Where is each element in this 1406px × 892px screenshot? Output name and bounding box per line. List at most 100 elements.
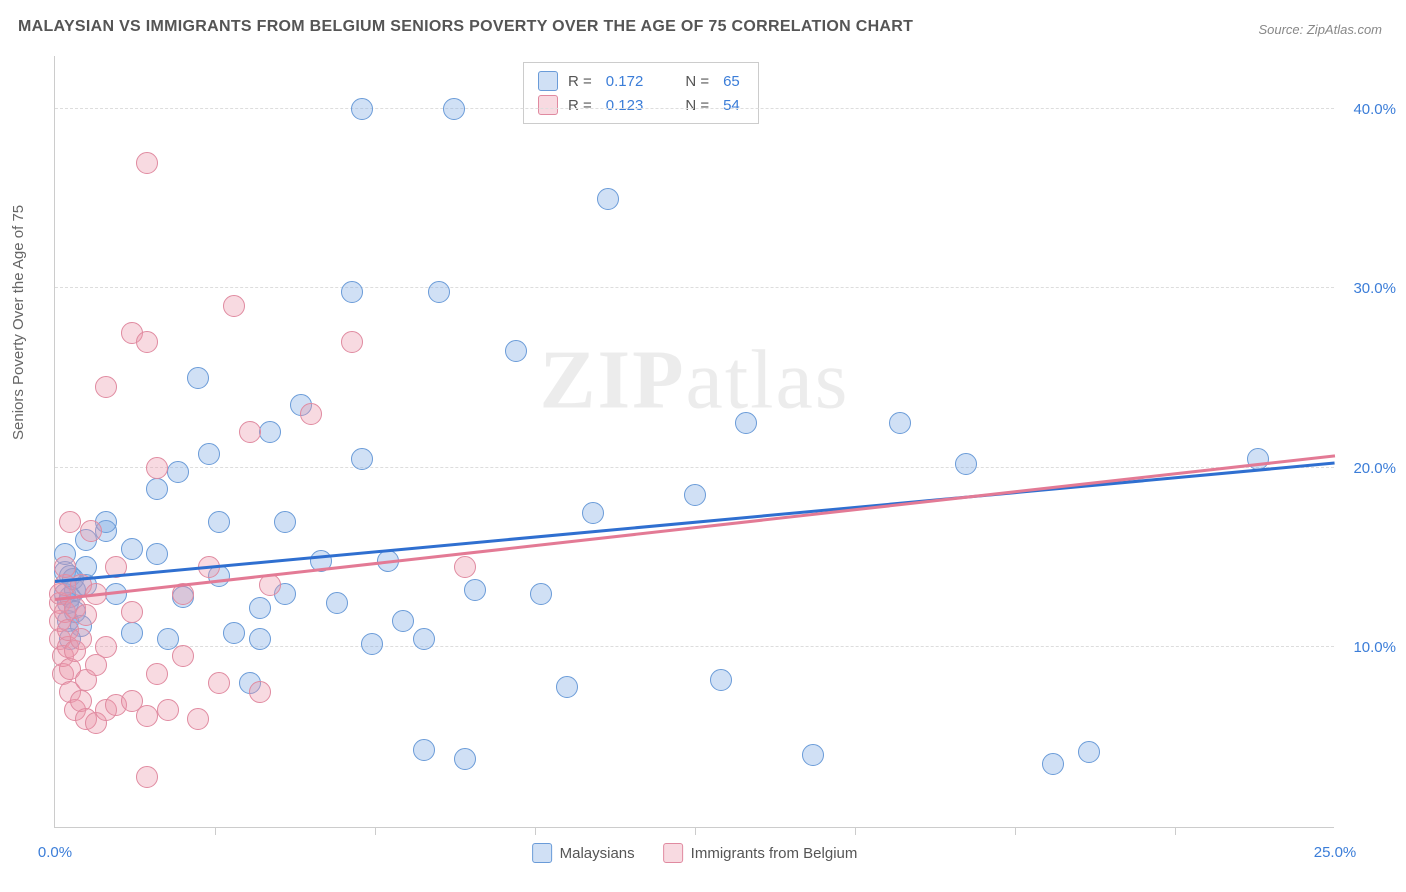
y-tick-label: 40.0%	[1338, 101, 1396, 118]
scatter-point	[274, 511, 296, 533]
scatter-point	[54, 556, 76, 578]
scatter-point	[351, 98, 373, 120]
legend-swatch	[663, 843, 683, 863]
scatter-point	[146, 478, 168, 500]
gridline	[55, 467, 1334, 468]
scatter-point	[889, 412, 911, 434]
scatter-point	[121, 601, 143, 623]
scatter-point	[556, 676, 578, 698]
scatter-point	[582, 502, 604, 524]
x-minor-tick	[855, 827, 856, 835]
scatter-point	[136, 705, 158, 727]
scatter-point	[95, 636, 117, 658]
legend-r-value: 0.172	[606, 73, 644, 90]
scatter-point	[146, 663, 168, 685]
legend-n-label: N =	[685, 73, 709, 90]
scatter-point	[249, 681, 271, 703]
scatter-point	[361, 633, 383, 655]
scatter-point	[223, 295, 245, 317]
scatter-point	[136, 331, 158, 353]
y-tick-label: 10.0%	[1338, 639, 1396, 656]
scatter-point	[208, 672, 230, 694]
legend-r-value: 0.123	[606, 97, 644, 114]
scatter-point	[95, 376, 117, 398]
legend-r-label: R =	[568, 97, 592, 114]
scatter-point	[146, 457, 168, 479]
legend-item: Immigrants from Belgium	[663, 843, 858, 863]
legend-swatch	[538, 95, 558, 115]
legend-n-label: N =	[685, 97, 709, 114]
scatter-point	[454, 556, 476, 578]
scatter-point	[300, 403, 322, 425]
scatter-point	[249, 628, 271, 650]
scatter-point	[413, 739, 435, 761]
scatter-point	[464, 579, 486, 601]
scatter-point	[597, 188, 619, 210]
scatter-point	[955, 453, 977, 475]
trend-line	[55, 455, 1335, 601]
scatter-point	[198, 443, 220, 465]
scatter-point	[392, 610, 414, 632]
watermark-bold: ZIP	[540, 333, 686, 426]
scatter-point	[70, 628, 92, 650]
scatter-point	[413, 628, 435, 650]
scatter-point	[326, 592, 348, 614]
source-label: Source: ZipAtlas.com	[1258, 22, 1382, 37]
x-minor-tick	[1015, 827, 1016, 835]
scatter-point	[121, 622, 143, 644]
watermark-rest: atlas	[686, 333, 850, 426]
legend-n-value: 54	[723, 97, 740, 114]
chart-container: MALAYSIAN VS IMMIGRANTS FROM BELGIUM SEN…	[0, 0, 1406, 892]
legend-correlation: R = 0.172 N = 65 R = 0.123 N = 54	[523, 62, 759, 124]
scatter-point	[80, 520, 102, 542]
legend-label: Immigrants from Belgium	[691, 845, 858, 862]
scatter-point	[454, 748, 476, 770]
scatter-point	[428, 281, 450, 303]
scatter-point	[505, 340, 527, 362]
legend-label: Malaysians	[560, 845, 635, 862]
y-axis-label: Seniors Poverty Over the Age of 75	[10, 205, 27, 440]
scatter-point	[167, 461, 189, 483]
scatter-point	[121, 538, 143, 560]
x-minor-tick	[215, 827, 216, 835]
legend-n-value: 65	[723, 73, 740, 90]
scatter-point	[146, 543, 168, 565]
scatter-point	[351, 448, 373, 470]
scatter-point	[1042, 753, 1064, 775]
legend-row: R = 0.123 N = 54	[538, 93, 744, 117]
scatter-point	[136, 152, 158, 174]
trend-line	[55, 462, 1335, 583]
gridline	[55, 108, 1334, 109]
plot-area: ZIPatlas R =0.172N =65R =0.123N =54 Mala…	[54, 56, 1334, 828]
scatter-point	[710, 669, 732, 691]
scatter-point	[1247, 448, 1269, 470]
legend-r-label: R =	[568, 73, 592, 90]
scatter-point	[443, 98, 465, 120]
scatter-point	[187, 367, 209, 389]
scatter-point	[75, 604, 97, 626]
y-tick-label: 30.0%	[1338, 280, 1396, 297]
scatter-point	[341, 281, 363, 303]
y-tick-label: 20.0%	[1338, 460, 1396, 477]
gridline	[55, 646, 1334, 647]
scatter-point	[172, 645, 194, 667]
scatter-point	[157, 628, 179, 650]
x-tick-label: 25.0%	[1314, 844, 1357, 861]
scatter-point	[249, 597, 271, 619]
x-minor-tick	[1175, 827, 1176, 835]
scatter-point	[530, 583, 552, 605]
scatter-point	[239, 421, 261, 443]
scatter-point	[684, 484, 706, 506]
scatter-point	[157, 699, 179, 721]
legend-swatch	[538, 71, 558, 91]
scatter-point	[341, 331, 363, 353]
scatter-point	[208, 511, 230, 533]
scatter-point	[187, 708, 209, 730]
x-minor-tick	[535, 827, 536, 835]
scatter-point	[136, 766, 158, 788]
scatter-point	[259, 421, 281, 443]
legend-swatch	[532, 843, 552, 863]
gridline	[55, 287, 1334, 288]
watermark: ZIPatlas	[540, 331, 850, 428]
scatter-point	[1078, 741, 1100, 763]
